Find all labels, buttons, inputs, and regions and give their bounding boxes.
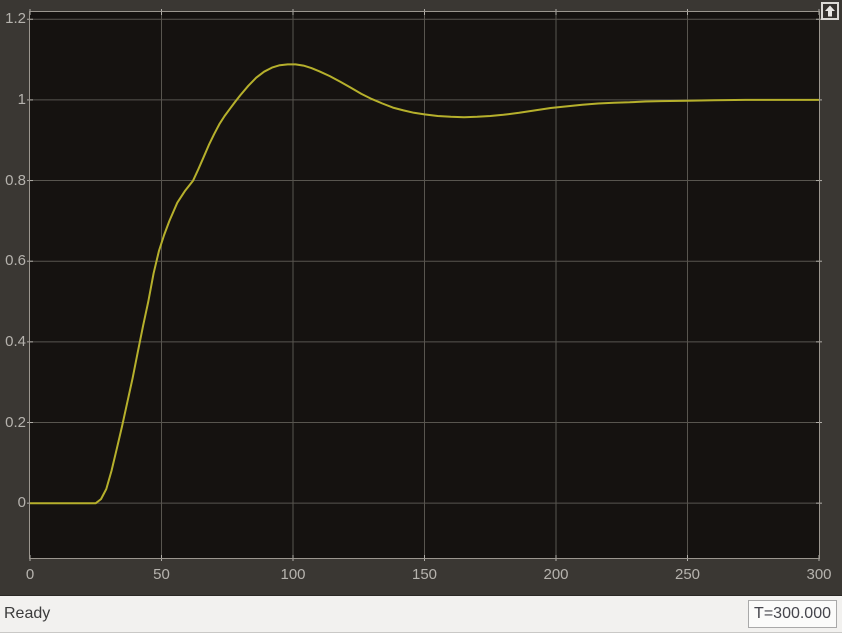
x-tick-label: 0 <box>25 566 35 583</box>
y-tick-label: 0.4 <box>5 332 26 350</box>
x-tick-label: 50 <box>153 566 170 583</box>
simulation-time-display: T=300.000 <box>748 600 837 628</box>
x-tick-label: 300 <box>806 566 832 583</box>
y-tick-label: 0.6 <box>5 252 26 270</box>
x-tick-label: 250 <box>674 566 701 583</box>
plot-area <box>27 9 822 561</box>
plot-svg <box>27 9 822 561</box>
y-tick-label: 1.2 <box>5 10 26 28</box>
arrow-up-icon <box>825 5 835 17</box>
y-tick-label: 0.8 <box>5 171 26 189</box>
scope-canvas: 0 0.2 0.4 0.6 0.8 1 1.2 0 50 100 150 200 250 300 <box>5 2 839 583</box>
signal-trace <box>30 63 819 505</box>
x-tick-label: 100 <box>280 566 306 583</box>
undock-button[interactable] <box>821 2 839 20</box>
status-ready-text: Ready <box>4 605 51 622</box>
x-tick-label: 150 <box>411 566 438 583</box>
y-tick-label: 1 <box>17 90 26 108</box>
y-tick-label: 0 <box>17 494 26 512</box>
x-tick-label: 200 <box>543 566 569 583</box>
y-tick-label: 0.2 <box>5 413 26 431</box>
status-bar: Ready T=300.000 <box>0 595 842 633</box>
